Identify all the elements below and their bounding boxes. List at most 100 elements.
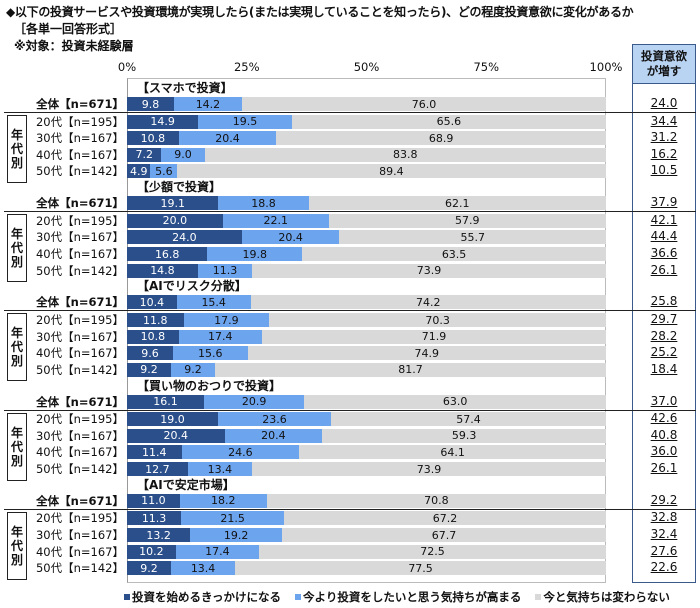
bar-segment-s3: 89.4 xyxy=(177,164,606,179)
stacked-bar: 9.8 14.2 76.0 xyxy=(127,97,606,111)
bar-segment-s3: 62.1 xyxy=(308,196,606,211)
increase-value: 29.7 xyxy=(650,312,678,326)
increase-value: 31.2 xyxy=(650,130,678,145)
age-group-char: 代 xyxy=(10,340,23,355)
bar-segment-s1: 16.8 xyxy=(127,247,208,261)
group-header: 【AIでリスク分散】 xyxy=(137,279,247,294)
answer-format-note: ［各単一回答形式］ xyxy=(14,22,123,36)
increase-value: 28.2 xyxy=(650,328,678,343)
bar-segment-s1: 11.8 xyxy=(127,313,184,327)
age-group-box: 年代別 xyxy=(7,412,27,481)
age-group-char: 別 xyxy=(10,453,23,468)
bar-segment-s1: 19.1 xyxy=(127,196,219,211)
bar-segment-s3: 63.0 xyxy=(304,394,606,409)
row-label-age: 50代【n=142】 xyxy=(35,164,124,179)
increase-header-line2: が増す xyxy=(646,64,682,78)
stacked-bar: 20.0 22.1 57.9 xyxy=(127,213,606,228)
bar-segment-s3: 73.9 xyxy=(252,263,606,278)
row-label-age: 30代【n=167】 xyxy=(35,131,124,146)
row-label-age: 50代【n=142】 xyxy=(35,462,124,476)
stacked-bar: 11.3 21.5 67.2 xyxy=(127,511,606,526)
increase-value: 36.6 xyxy=(650,246,678,260)
bar-segment-s3: 81.7 xyxy=(215,362,606,377)
x-tick-label: 50% xyxy=(353,60,380,74)
stacked-bar: 10.8 20.4 68.9 xyxy=(127,131,606,146)
bar-segment-s2: 15.6 xyxy=(172,346,248,361)
bar-segment-s3: 64.1 xyxy=(299,445,606,460)
stacked-bar: 13.2 19.2 67.7 xyxy=(127,528,606,542)
stacked-bar: 14.9 19.5 65.6 xyxy=(127,114,606,129)
row-label-age: 50代【n=142】 xyxy=(35,263,124,278)
row-label-age: 20代【n=195】 xyxy=(35,114,124,129)
bar-segment-s1: 9.2 xyxy=(127,561,172,576)
increase-value: 18.4 xyxy=(650,361,678,376)
group-header: 【買い物のおつりで投資】 xyxy=(137,378,282,393)
row-label-age: 40代【n=167】 xyxy=(35,544,124,559)
age-group-char: 年 xyxy=(10,227,23,242)
increase-value: 29.2 xyxy=(650,492,678,507)
stacked-bar: 19.1 18.8 62.1 xyxy=(127,196,606,211)
bar-segment-s2: 19.8 xyxy=(207,247,303,261)
stacked-bar: 9.2 13.4 77.5 xyxy=(127,561,606,576)
increase-value: 10.5 xyxy=(650,163,678,178)
bar-segment-s1: 20.0 xyxy=(127,213,223,228)
row-label-total: 全体【n=671】 xyxy=(36,196,124,211)
row-label-age: 40代【n=167】 xyxy=(35,346,124,361)
bar-segment-s3: 70.3 xyxy=(269,313,606,327)
age-group-char: 別 xyxy=(10,552,23,567)
bar-segment-s3: 57.9 xyxy=(328,213,606,228)
total-separator-line xyxy=(4,409,696,411)
bar-segment-s2: 9.0 xyxy=(161,147,205,162)
total-separator-line xyxy=(4,211,696,213)
bar-segment-s1: 10.2 xyxy=(127,544,176,559)
stacked-bar: 14.8 11.3 73.9 xyxy=(127,263,606,278)
chart-title: ◆以下の投資サービスや投資環境が実現したら(または実現していることを知ったら)、… xyxy=(6,5,634,19)
increase-value: 32.8 xyxy=(650,510,678,525)
increase-value: 34.4 xyxy=(650,113,678,128)
row-label-age: 30代【n=167】 xyxy=(35,329,124,344)
bar-segment-s2: 15.4 xyxy=(176,295,251,310)
row-label-total: 全体【n=671】 xyxy=(36,295,124,310)
age-group-box: 年代別 xyxy=(7,511,27,580)
age-group-char: 別 xyxy=(10,156,23,170)
bar-segment-s3: 70.8 xyxy=(266,493,606,508)
legend-label: 今より投資をしたいと思う気持ちが高まる xyxy=(303,590,522,604)
total-separator-line xyxy=(4,112,696,113)
age-group-char: 年 xyxy=(10,524,23,539)
increase-value: 24.0 xyxy=(650,96,678,110)
age-group-char: 代 xyxy=(10,538,23,553)
bar-segment-s2: 21.5 xyxy=(181,511,285,526)
increase-header-line1: 投資意欲 xyxy=(641,49,687,63)
stacked-bar: 9.6 15.6 74.9 xyxy=(127,346,606,361)
stacked-bar: 11.4 24.6 64.1 xyxy=(127,445,606,460)
stacked-bar: 11.8 17.9 70.3 xyxy=(127,313,606,327)
bar-segment-s2: 11.3 xyxy=(197,263,253,278)
bar-segment-s1: 16.1 xyxy=(127,394,205,409)
bar-segment-s3: 76.0 xyxy=(241,97,606,111)
age-group-char: 代 xyxy=(10,142,23,156)
legend: 投資を始めるきっかけになる 今より投資をしたいと思う気持ちが高まる 今と気持ちは変わ… xyxy=(124,589,670,605)
bar-segment-s3: 67.2 xyxy=(284,511,606,526)
bar-segment-s3: 83.8 xyxy=(204,147,606,162)
increase-value: 25.2 xyxy=(650,345,678,360)
bar-segment-s2: 13.4 xyxy=(171,561,236,576)
bar-segment-s3: 67.7 xyxy=(282,528,606,542)
bar-segment-s1: 7.2 xyxy=(127,147,162,162)
stacked-bar: 4.9 5.6 89.4 xyxy=(127,164,606,179)
bar-segment-s2: 18.2 xyxy=(179,493,267,508)
row-label-age: 40代【n=167】 xyxy=(35,247,124,261)
legend-label: 投資を始めるきっかけになる xyxy=(132,590,282,604)
age-group-char: 別 xyxy=(10,255,23,270)
increase-column-header: 投資意欲 が増す xyxy=(632,44,696,84)
bar-segment-s2: 17.4 xyxy=(175,544,260,559)
stacked-bar: 12.7 13.4 73.9 xyxy=(127,462,606,476)
bar-segment-s2: 20.4 xyxy=(224,428,323,443)
row-label-total: 全体【n=671】 xyxy=(36,97,124,111)
increase-value: 42.6 xyxy=(650,411,678,426)
group-header: 【スマホで投資】 xyxy=(137,81,233,95)
increase-value: 16.2 xyxy=(650,146,678,161)
bar-segment-s1: 9.8 xyxy=(127,97,174,111)
stacked-bar: 20.4 20.4 59.3 xyxy=(127,428,606,443)
target-note: ※対象：投資未経験層 xyxy=(14,39,134,53)
bar-segment-s1: 14.9 xyxy=(127,114,199,129)
